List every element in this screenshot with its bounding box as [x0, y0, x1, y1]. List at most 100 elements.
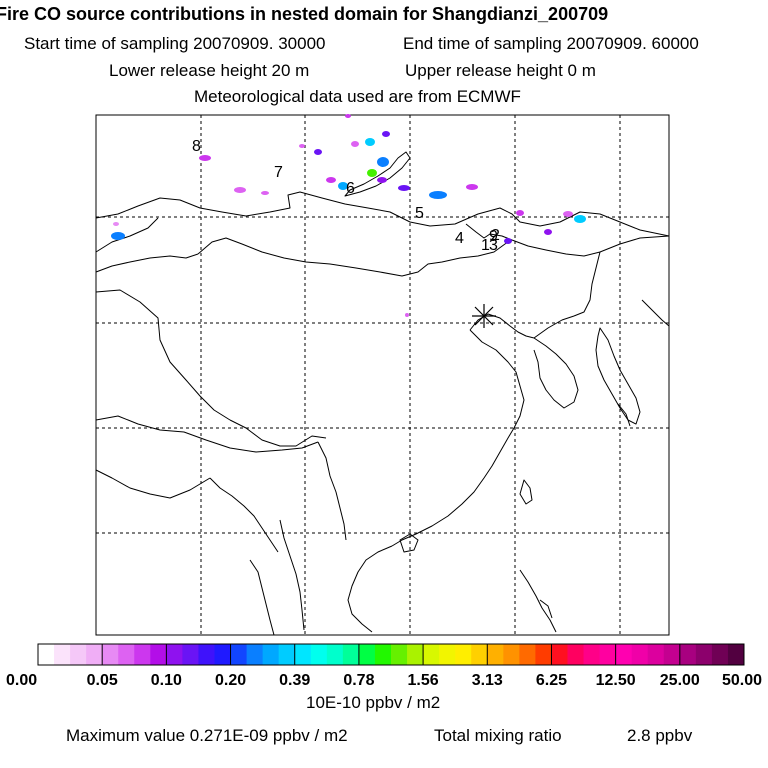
source-label: 4 — [455, 230, 464, 247]
hotspot — [516, 210, 524, 216]
colorbar-swatch — [134, 644, 151, 665]
colorbar-tick-label: 0.39 — [279, 672, 310, 689]
colorbar-tick-label: 6.25 — [536, 672, 567, 689]
hotspot — [345, 114, 351, 118]
colorbar-swatch — [647, 644, 665, 665]
bohai-coast — [469, 313, 535, 339]
source-label: 8 — [192, 138, 201, 155]
colorbar-swatch — [599, 644, 617, 665]
colorbar-swatch — [342, 644, 360, 665]
colorbar-swatch — [166, 644, 183, 665]
hotspot — [113, 222, 119, 226]
colorbar-tick-label: 50.00 — [722, 672, 762, 689]
korea-peninsula — [533, 337, 579, 409]
hotspot — [261, 191, 269, 195]
china-northeast-border — [511, 235, 670, 257]
hotspot — [466, 184, 478, 190]
colorbar-swatch — [727, 644, 745, 665]
hotspot — [405, 313, 409, 317]
receptor-asterisk-icon — [472, 304, 496, 328]
hotspot — [544, 229, 552, 235]
mongolia-north-border — [465, 223, 513, 241]
lake-baikal — [344, 151, 411, 197]
manchuria-east-border — [573, 251, 601, 317]
colorbar-swatch — [38, 644, 55, 665]
hotspot — [351, 141, 359, 147]
colorbar-swatch — [230, 644, 248, 665]
japan-outline — [595, 327, 641, 425]
hotspot — [111, 232, 125, 240]
colorbar-swatch — [182, 644, 199, 665]
colorbar-swatch — [535, 644, 552, 665]
colorbar-swatch — [358, 644, 376, 665]
hotspot — [234, 187, 246, 193]
colorbar-tick-label: 0.00 — [6, 672, 37, 689]
lower-release-label: Lower release height 20 m — [109, 61, 310, 80]
colorbar-swatch — [262, 644, 280, 665]
central-asia-border — [95, 253, 199, 273]
hotspot — [314, 149, 322, 155]
colorbar-swatch — [86, 644, 103, 665]
colorbar-swatch — [471, 644, 488, 665]
colorbar-tick-label: 3.13 — [472, 672, 503, 689]
russia-border — [95, 191, 670, 237]
china-west-border — [95, 289, 231, 421]
colorbar-swatch — [278, 644, 296, 665]
hotspot — [365, 138, 375, 146]
colorbar-swatch — [118, 644, 135, 665]
maximum-value-label: Maximum value 0.271E-09 ppbv / m2 — [66, 726, 348, 745]
total-mixing-label: Total mixing ratio — [434, 726, 562, 745]
colorbar-tick-labels: 0.00 0.05 0.10 0.20 0.39 0.78 1.56 3.13 6.25 12.5… — [6, 672, 762, 689]
colorbar-swatch — [294, 644, 312, 665]
thailand-border — [279, 519, 305, 631]
colorbar-swatch — [519, 644, 536, 665]
colorbar-swatch — [214, 644, 232, 665]
colorbar-swatch — [391, 644, 408, 665]
colorbar-swatch — [102, 644, 119, 665]
start-time-label: Start time of sampling 20070909. 30000 — [24, 34, 326, 53]
end-time-label: End time of sampling 20070909. 60000 — [403, 34, 699, 53]
upper-release-label: Upper release height 0 m — [405, 61, 596, 80]
hotspot — [382, 131, 390, 137]
hainan-island — [399, 533, 419, 553]
colorbar-swatch — [246, 644, 264, 665]
colorbar-swatch — [711, 644, 729, 665]
kazakhstan-border — [95, 217, 159, 253]
hotspot — [377, 177, 387, 183]
hotspot — [199, 155, 211, 161]
map-frame — [95, 114, 670, 636]
colorbar-swatch — [663, 644, 681, 665]
china-east-coast — [391, 329, 525, 547]
colorbar-swatch — [503, 644, 520, 665]
hotspot — [299, 144, 305, 148]
tibet-border — [229, 419, 327, 447]
colorbar-swatch — [374, 644, 392, 665]
philippines-islands — [519, 569, 557, 633]
hotspot — [367, 169, 377, 177]
colorbar-tick-label: 0.10 — [151, 672, 182, 689]
colorbar-swatch — [198, 644, 215, 665]
map-outlines — [95, 151, 670, 636]
source-labels: 8 7 6 5 4 9 2 1 3 — [192, 138, 500, 254]
colorbar-swatch — [631, 644, 649, 665]
colorbar-swatch — [455, 644, 472, 665]
hotspot — [504, 238, 512, 244]
hotspot — [429, 191, 447, 199]
malay-peninsula — [249, 559, 275, 636]
source-label: 1 — [481, 237, 490, 254]
colorbar-swatch — [70, 644, 87, 665]
colorbar-tick-label: 0.20 — [215, 672, 246, 689]
taiwan-island — [519, 479, 533, 505]
colorbar-swatch — [567, 644, 585, 665]
colorbar-tick-label: 1.56 — [408, 672, 439, 689]
colorbar-swatch — [54, 644, 71, 665]
colorbar-swatch — [150, 644, 167, 665]
colorbar — [37, 643, 745, 666]
colorbar-tick-label: 0.78 — [343, 672, 374, 689]
met-data-label: Meteorological data used are from ECMWF — [194, 87, 521, 106]
colorbar-swatch — [615, 644, 633, 665]
source-label: 6 — [346, 180, 355, 197]
colorbar-swatch — [326, 644, 344, 665]
map-grid — [96, 115, 669, 635]
